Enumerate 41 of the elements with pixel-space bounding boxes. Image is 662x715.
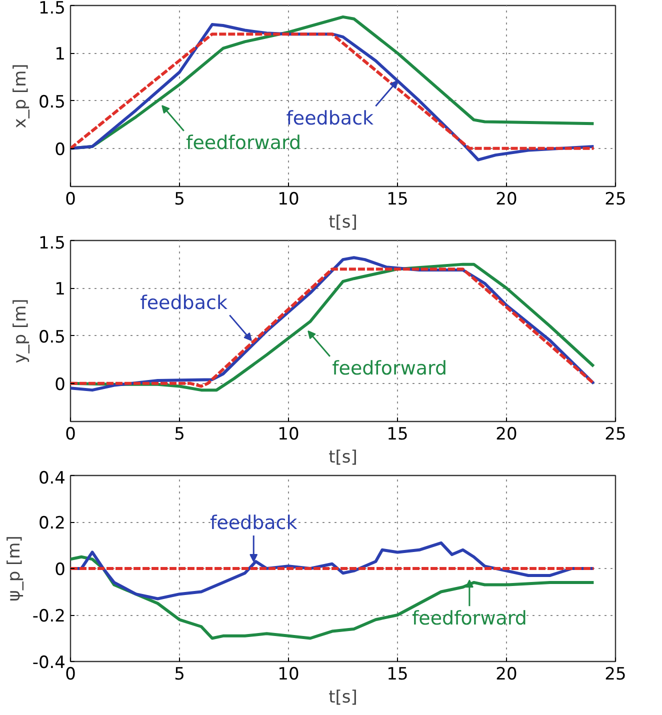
y-tick-label: -0.2 <box>32 606 66 626</box>
x-tick-label: 10 <box>278 190 300 210</box>
y-axis-title: y_p [m] <box>10 298 30 364</box>
x-tick-label: 10 <box>278 664 300 684</box>
y-tick-label: 1 <box>54 280 66 300</box>
y-tick-label: 0 <box>54 560 66 580</box>
x-tick-label: 25 <box>604 424 626 444</box>
annotation: feedback <box>210 512 298 534</box>
annotation: feedforward <box>186 132 302 154</box>
y-tick-label: 0 <box>54 140 66 160</box>
x-tick-label: 5 <box>174 664 185 684</box>
x-axis-title: t[s] <box>328 212 358 232</box>
y-axis-title: x_p [m] <box>10 64 30 128</box>
y-tick-label: 1.5 <box>38 0 66 18</box>
x-tick-label: 20 <box>496 190 518 210</box>
y-tick-label: 0.2 <box>38 514 66 534</box>
y-tick-label: 0.5 <box>38 327 66 348</box>
y-tick-label: -0.4 <box>32 653 66 673</box>
x-tick-label: 25 <box>604 664 626 684</box>
line-series <box>70 555 596 640</box>
x-tick-label: 25 <box>604 190 626 210</box>
x-tick-label: 15 <box>386 664 408 684</box>
y-tick-label: 1.5 <box>38 234 66 254</box>
y-tick-label: 0.4 <box>38 468 66 488</box>
y-axis-title: ψ_p [m] <box>4 536 24 602</box>
x-tick-label: 10 <box>278 424 300 444</box>
x-tick-label: 20 <box>496 424 518 444</box>
annotation: feedback <box>140 292 228 314</box>
x-axis-title: t[s] <box>328 448 358 468</box>
x-tick-label: 5 <box>174 190 185 210</box>
x-tick-label: 5 <box>174 424 185 444</box>
annotation: feedforward <box>412 607 527 630</box>
annotation: feedback <box>286 107 374 130</box>
y-tick-label: 0 <box>54 374 66 395</box>
x-axis-title: t[s] <box>328 688 358 708</box>
y-tick-label: 1 <box>54 44 66 65</box>
x-tick-label: 15 <box>386 190 408 210</box>
annotation: feedforward <box>332 358 448 380</box>
x-tick-label: 20 <box>496 664 518 684</box>
y-tick-label: 0.5 <box>38 92 66 112</box>
x-tick-label: 15 <box>386 424 408 444</box>
